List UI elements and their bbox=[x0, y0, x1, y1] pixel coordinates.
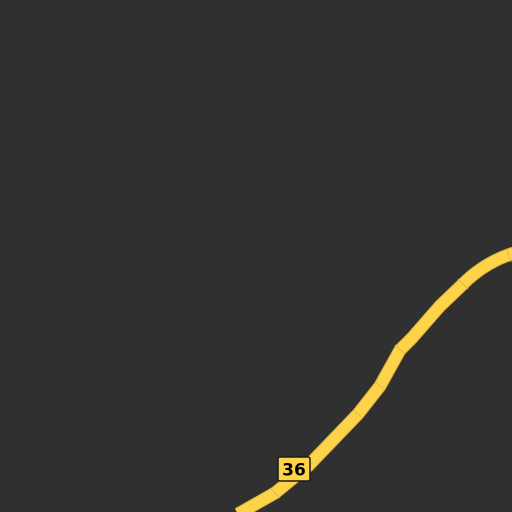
segment-tick bbox=[457, 278, 469, 290]
route-shield[interactable]: 36 bbox=[277, 456, 311, 482]
highway-segment-ticks bbox=[269, 249, 512, 499]
route-shield-number: 36 bbox=[282, 461, 306, 481]
segment-tick bbox=[269, 487, 281, 499]
route-shield-background bbox=[277, 456, 311, 482]
segment-tick bbox=[374, 381, 386, 391]
segment-tick bbox=[506, 249, 512, 263]
highway-36[interactable] bbox=[234, 246, 512, 512]
segment-tick bbox=[352, 409, 364, 419]
segment-tick bbox=[394, 344, 406, 355]
